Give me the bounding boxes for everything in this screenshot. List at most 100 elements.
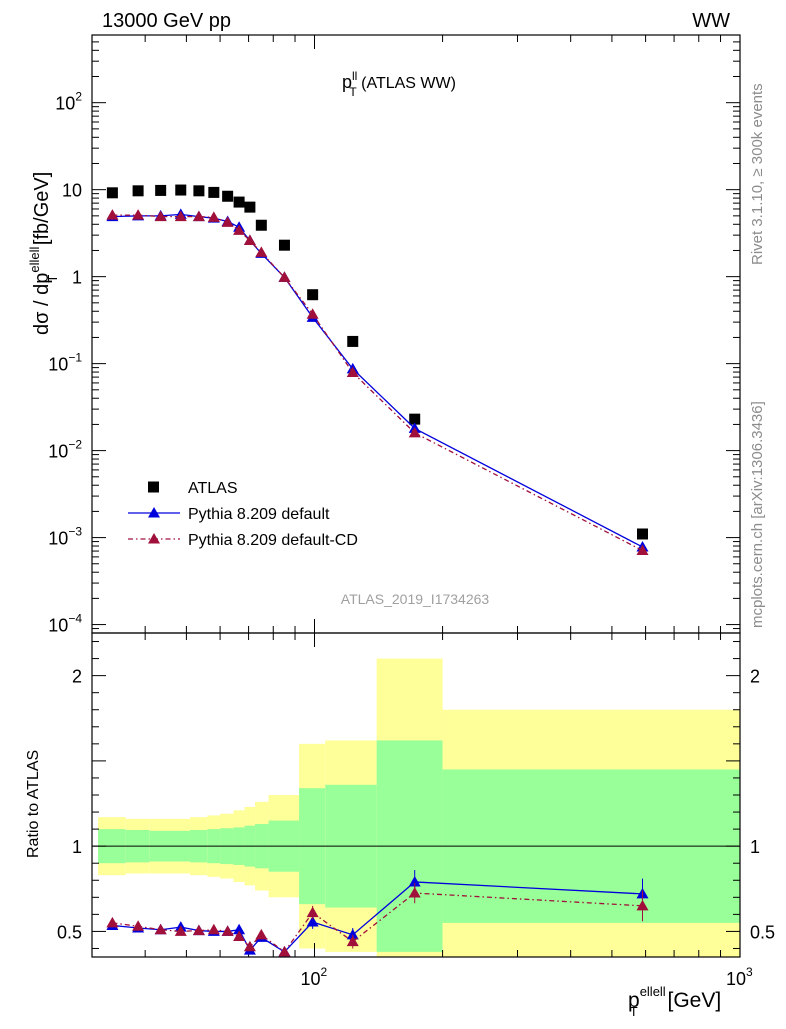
ratio-data-point	[132, 920, 145, 931]
data-point	[307, 289, 319, 301]
data-point	[255, 246, 268, 257]
y-tick-label: 10−4	[48, 612, 82, 636]
y-tick-label: 10	[62, 181, 82, 201]
x-tick-label-base: 10	[726, 969, 746, 989]
ratio-data-point	[154, 923, 167, 935]
data-point	[409, 413, 421, 425]
data-point	[306, 308, 319, 319]
ratio-data-point	[306, 916, 319, 927]
ratio-data-point	[233, 923, 246, 935]
ratio-data-point	[192, 924, 205, 936]
x-label-sup: ellell	[640, 984, 666, 999]
x-label-prefix: p	[628, 989, 640, 1012]
ratio-y-tick-label-left: 1	[72, 837, 82, 857]
ratio-y-tick-label-right: 1	[750, 837, 760, 857]
main-y-label-sup: ellell	[27, 246, 42, 272]
data-point	[192, 210, 205, 222]
ratio-data-point	[207, 923, 220, 935]
ratio-y-axis-label: Ratio to ATLAS	[25, 750, 42, 858]
ratio-data-point	[306, 906, 319, 918]
data-point	[636, 528, 648, 540]
data-point	[244, 201, 256, 213]
legend-label: ATLAS	[188, 480, 238, 497]
data-point	[155, 184, 167, 196]
data-point	[132, 185, 144, 197]
y-tick-label: 10−1	[48, 351, 82, 375]
y-tick-label-exp: −3	[68, 525, 82, 539]
legend-marker	[148, 481, 159, 493]
x-tick-label-exp: 3	[746, 965, 753, 979]
y-tick-label-base: 10	[48, 355, 68, 375]
ratio-data-point	[106, 916, 119, 928]
ratio-y-tick-label-left: 0.5	[57, 922, 82, 942]
legend-marker	[148, 533, 160, 544]
data-point	[132, 209, 145, 220]
data-point	[207, 211, 220, 222]
data-point	[175, 184, 187, 196]
data-point	[233, 196, 245, 208]
y-tick-label-base: 10	[62, 181, 82, 201]
ratio-data-point	[243, 940, 256, 952]
data-point	[243, 234, 256, 246]
header-right-title: WW	[692, 10, 730, 32]
plot-title: pll T (ATLAS WW)	[342, 69, 456, 99]
ratio-y-tick-label-left: 2	[72, 667, 82, 687]
ratio-data-point	[278, 945, 291, 957]
ratio-data-point	[255, 928, 268, 940]
ratio-data-point	[174, 925, 187, 936]
data-point	[408, 426, 421, 438]
plot-title-sup: ll	[352, 69, 357, 83]
plot-title-rest: (ATLAS WW)	[357, 75, 456, 92]
ratio-data-point	[346, 928, 359, 940]
y-tick-label-exp: −2	[68, 438, 82, 452]
ratio-data-point	[346, 935, 359, 947]
x-tick-label: 103	[726, 965, 753, 989]
data-point	[222, 190, 234, 202]
main-y-label-sub: T	[45, 275, 60, 283]
data-point	[193, 185, 205, 197]
y-tick-label-base: 10	[48, 529, 68, 549]
y-tick-label-exp: 2	[75, 90, 82, 104]
ratio-y-tick-label-right: 0.5	[750, 922, 775, 942]
data-point	[106, 209, 119, 220]
x-tick-label-base: 10	[300, 969, 320, 989]
ratio-data-point	[221, 925, 234, 936]
header-left-title: 13000 GeV pp	[102, 10, 231, 32]
series-line	[112, 213, 643, 548]
ratio-x-axis-label: pellell T [GeV]	[628, 984, 721, 1019]
x-label-suffix: [GeV]	[662, 989, 722, 1012]
legend-marker	[148, 507, 160, 518]
y-tick-label-exp: −1	[68, 351, 82, 365]
ratio-data-point	[233, 930, 246, 942]
plot-title-main: p	[342, 72, 352, 92]
x-label-sub: T	[630, 1004, 638, 1019]
main-y-label-suffix: [fb/GeV]	[31, 172, 53, 251]
y-tick-label-exp: −4	[68, 612, 82, 626]
data-point	[278, 239, 290, 251]
y-tick-label-base: 10	[55, 94, 75, 114]
data-point	[233, 224, 246, 235]
data-point	[346, 366, 359, 378]
y-tick-label-base: 10	[48, 442, 68, 462]
data-point	[221, 216, 234, 227]
data-point	[208, 186, 220, 198]
x-tick-label: 102	[300, 965, 327, 989]
data-point	[174, 210, 187, 222]
series-line	[112, 214, 643, 552]
ratio-data-point	[408, 875, 421, 887]
data-point	[636, 544, 649, 556]
data-point	[255, 219, 267, 231]
legend-label: Pythia 8.209 default	[188, 506, 330, 523]
x-tick-label-exp: 2	[321, 965, 328, 979]
plot-title-sub: T	[349, 85, 357, 99]
data-point	[347, 335, 359, 347]
data-point	[154, 210, 167, 222]
data-point	[278, 271, 291, 282]
y-tick-label: 10−3	[48, 525, 82, 549]
y-tick-label: 10−2	[48, 438, 82, 462]
ratio-data-point	[408, 887, 421, 898]
side-label-source: mcplots.cern.ch [arXiv:1306.3436]	[749, 401, 766, 628]
